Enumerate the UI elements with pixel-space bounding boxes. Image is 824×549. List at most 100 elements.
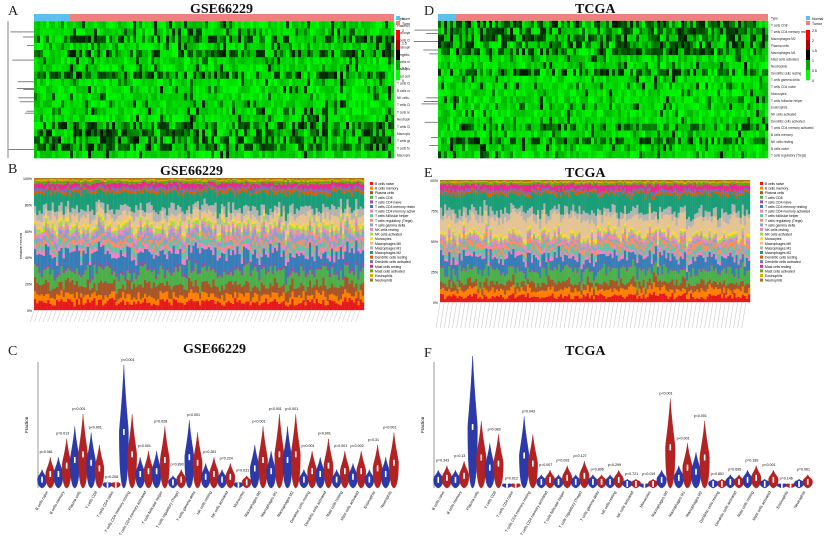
heatmap-cell	[738, 55, 742, 63]
stack-segment	[62, 184, 65, 190]
heatmap-cell	[94, 129, 98, 137]
heatmap-cell	[73, 143, 77, 152]
heatmap-cell	[756, 130, 760, 138]
heatmap-cell	[310, 64, 314, 72]
heatmap-cell	[268, 86, 272, 94]
heatmap-cell	[64, 100, 68, 108]
heatmap-cell	[744, 137, 748, 145]
stack-segment	[49, 219, 52, 226]
heatmap-cell	[226, 57, 230, 65]
heatmap-cell	[738, 123, 742, 131]
heatmap-cell	[190, 114, 194, 123]
heatmap-cell	[729, 137, 733, 145]
heatmap-cell	[175, 150, 179, 159]
heatmap-cell	[157, 143, 161, 152]
heatmap-cell	[567, 82, 571, 90]
heatmap-cell	[52, 136, 56, 144]
heatmap-cell	[519, 144, 523, 152]
heatmap-cell	[564, 130, 568, 138]
heatmap-cell	[729, 144, 733, 152]
heatmap-cell	[283, 57, 287, 65]
heatmap-cell	[534, 68, 538, 77]
heatmap-cell	[534, 82, 538, 90]
heatmap-cell	[750, 123, 754, 131]
heatmap-cell	[67, 107, 71, 116]
heatmap-cell	[738, 34, 742, 42]
heatmap-cell	[193, 107, 197, 116]
stack-segment	[60, 191, 63, 194]
stack-segment	[51, 246, 54, 254]
stack-segment	[60, 289, 63, 300]
stack-segment	[45, 217, 48, 223]
heatmap-cell	[343, 129, 347, 137]
heatmap-cell	[729, 41, 733, 49]
heatmap-cell	[43, 129, 47, 137]
heatmap-cell	[346, 114, 350, 123]
heatmap-cell	[600, 130, 604, 138]
heatmap-cell	[73, 150, 77, 159]
stack-segment	[60, 242, 63, 248]
heatmap-cell	[352, 107, 356, 116]
heatmap-cell	[747, 34, 751, 42]
heatmap-cell	[241, 50, 245, 58]
heatmap-cell	[525, 116, 529, 125]
heatmap-cell	[528, 82, 532, 90]
heatmap-cell	[211, 122, 215, 130]
stack-segment	[45, 229, 48, 235]
heatmap-cell	[115, 71, 119, 80]
heatmap-cell	[555, 103, 559, 111]
heatmap-cell	[130, 21, 134, 29]
heatmap-cell	[121, 35, 125, 44]
heatmap-row-label: T cells gamma delta	[397, 139, 410, 143]
heatmap-cell	[570, 62, 574, 70]
heatmap-cell	[181, 78, 185, 87]
heatmap-cell	[301, 122, 305, 130]
heatmap-cell	[322, 122, 326, 130]
heatmap-cell	[349, 42, 353, 51]
heatmap-cell	[558, 130, 562, 138]
heatmap-cell	[546, 55, 550, 63]
heatmap-cell	[139, 122, 143, 130]
heatmap-cell	[543, 123, 547, 131]
heatmap-cell	[196, 86, 200, 94]
heatmap-cell	[741, 130, 745, 138]
heatmap-cell	[145, 57, 149, 65]
heatmap-cell	[142, 93, 146, 101]
heatmap-cell	[202, 107, 206, 116]
heatmap-cell	[250, 78, 254, 87]
stack-segment	[60, 233, 63, 237]
heatmap-cell	[184, 50, 188, 58]
heatmap-cell	[693, 137, 697, 145]
stack-segment	[62, 230, 65, 235]
heatmap-cell	[663, 27, 667, 35]
heatmap-cell	[588, 151, 592, 159]
heatmap-cell	[61, 42, 65, 51]
heatmap-cell	[331, 42, 335, 51]
heatmap-cell	[498, 34, 502, 42]
heatmap-cell	[687, 34, 691, 42]
heatmap-cell	[696, 137, 700, 145]
heatmap-cell	[675, 55, 679, 63]
heatmap-cell	[486, 123, 490, 131]
heatmap-cell	[702, 75, 706, 83]
stack-segment	[49, 227, 52, 232]
heatmap-cell	[618, 123, 622, 131]
heatmap-cell	[364, 21, 368, 29]
heatmap-cell	[133, 64, 137, 72]
heatmap-cell	[322, 71, 326, 80]
stack-segment	[45, 268, 48, 280]
heatmap-cell	[292, 114, 296, 123]
heatmap-cell	[319, 21, 323, 29]
heatmap-cell	[735, 144, 739, 152]
heatmap-cell	[633, 75, 637, 83]
stack-segment	[45, 191, 48, 204]
heatmap-cell	[286, 150, 290, 159]
heatmap-cell	[726, 116, 730, 125]
heatmap-cell	[696, 151, 700, 159]
heatmap-cell	[564, 75, 568, 83]
heatmap-cell	[43, 93, 47, 101]
heatmap-cell	[630, 89, 634, 97]
heatmap-cell	[612, 75, 616, 83]
heatmap-cell	[618, 110, 622, 118]
heatmap-cell	[648, 144, 652, 152]
